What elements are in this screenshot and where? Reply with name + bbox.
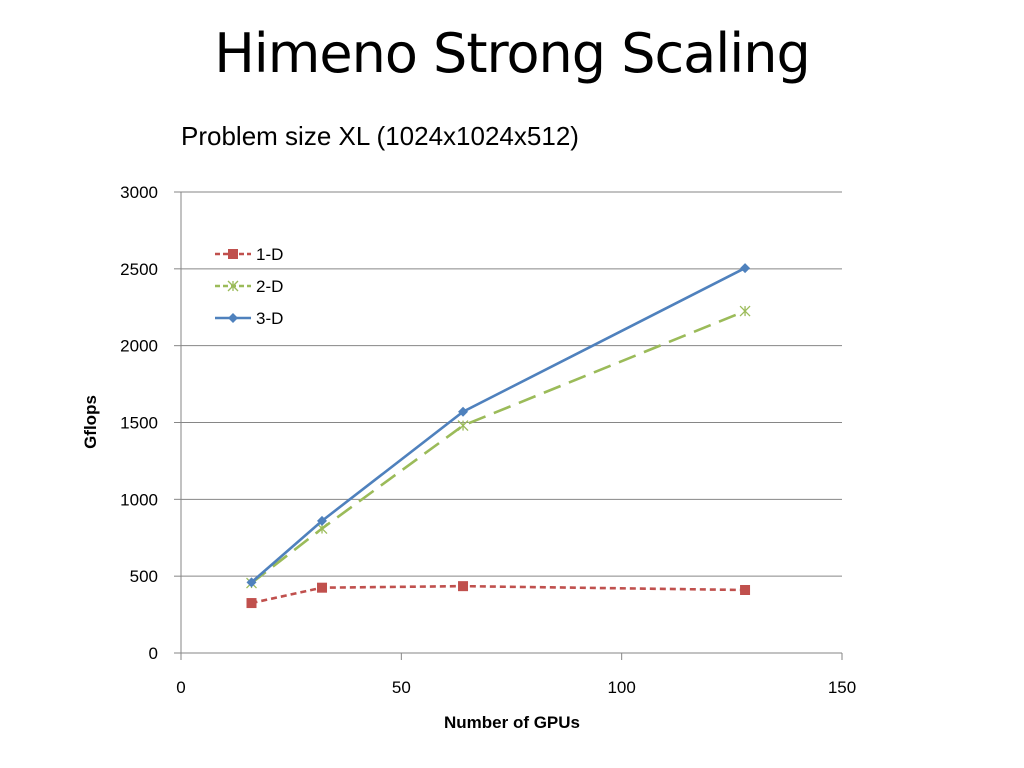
- legend-marker-1-d: [228, 249, 238, 259]
- y-tick-label: 3000: [120, 183, 158, 202]
- legend-item-2-d: 2-D: [215, 277, 283, 296]
- series-3-d: [246, 263, 751, 588]
- legend-item-3-d: 3-D: [215, 309, 283, 328]
- data-point-3-d: [740, 263, 751, 274]
- data-point-3-d: [317, 515, 328, 526]
- data-point-3-d: [246, 577, 257, 588]
- legend-marker-2-d: [227, 280, 239, 292]
- x-tick-label: 0: [176, 678, 185, 697]
- y-axis-title: Gflops: [81, 395, 100, 449]
- y-tick-label: 1500: [120, 414, 158, 433]
- legend-item-1-d: 1-D: [215, 245, 283, 264]
- data-point-1-d: [246, 598, 257, 609]
- axes: [174, 191, 843, 660]
- x-tick-label: 100: [607, 678, 635, 697]
- y-tick-label: 2500: [120, 260, 158, 279]
- x-tick-label: 150: [828, 678, 856, 697]
- data-point-1-d: [458, 581, 469, 592]
- data-point-2-d: [739, 305, 751, 317]
- data-point-2-d: [457, 420, 469, 432]
- y-tick-label: 500: [130, 567, 158, 586]
- x-axis-title: Number of GPUs: [444, 713, 580, 732]
- series: [246, 263, 751, 609]
- series-line-1-d: [251, 584, 746, 605]
- legend-label-3-d: 3-D: [256, 309, 283, 328]
- series-2-d: [246, 305, 751, 589]
- legend-marker-3-d: [228, 313, 238, 323]
- data-point-3-d: [458, 406, 469, 417]
- tick-labels: 0 500 1000 1500 2000 2500 3000 0 50 100 150: [120, 183, 856, 697]
- series-line-2-d: [250, 309, 746, 585]
- slide-title: Himeno Strong Scaling: [214, 22, 811, 85]
- x-tick-label: 50: [392, 678, 411, 697]
- legend-label-2-d: 2-D: [256, 277, 283, 296]
- series-1-d: [246, 581, 751, 609]
- series-line-3-d: [250, 266, 746, 584]
- data-point-1-d: [317, 582, 328, 593]
- y-tick-label: 0: [149, 644, 158, 663]
- y-tick-label: 1000: [120, 490, 158, 509]
- legend: 1-D 2-D 3-D: [215, 245, 283, 328]
- y-tick-label: 2000: [120, 337, 158, 356]
- data-point-1-d: [740, 584, 751, 595]
- legend-label-1-d: 1-D: [256, 245, 283, 264]
- gridlines: [181, 191, 842, 577]
- chart-subtitle: Problem size XL (1024x1024x512): [181, 121, 579, 151]
